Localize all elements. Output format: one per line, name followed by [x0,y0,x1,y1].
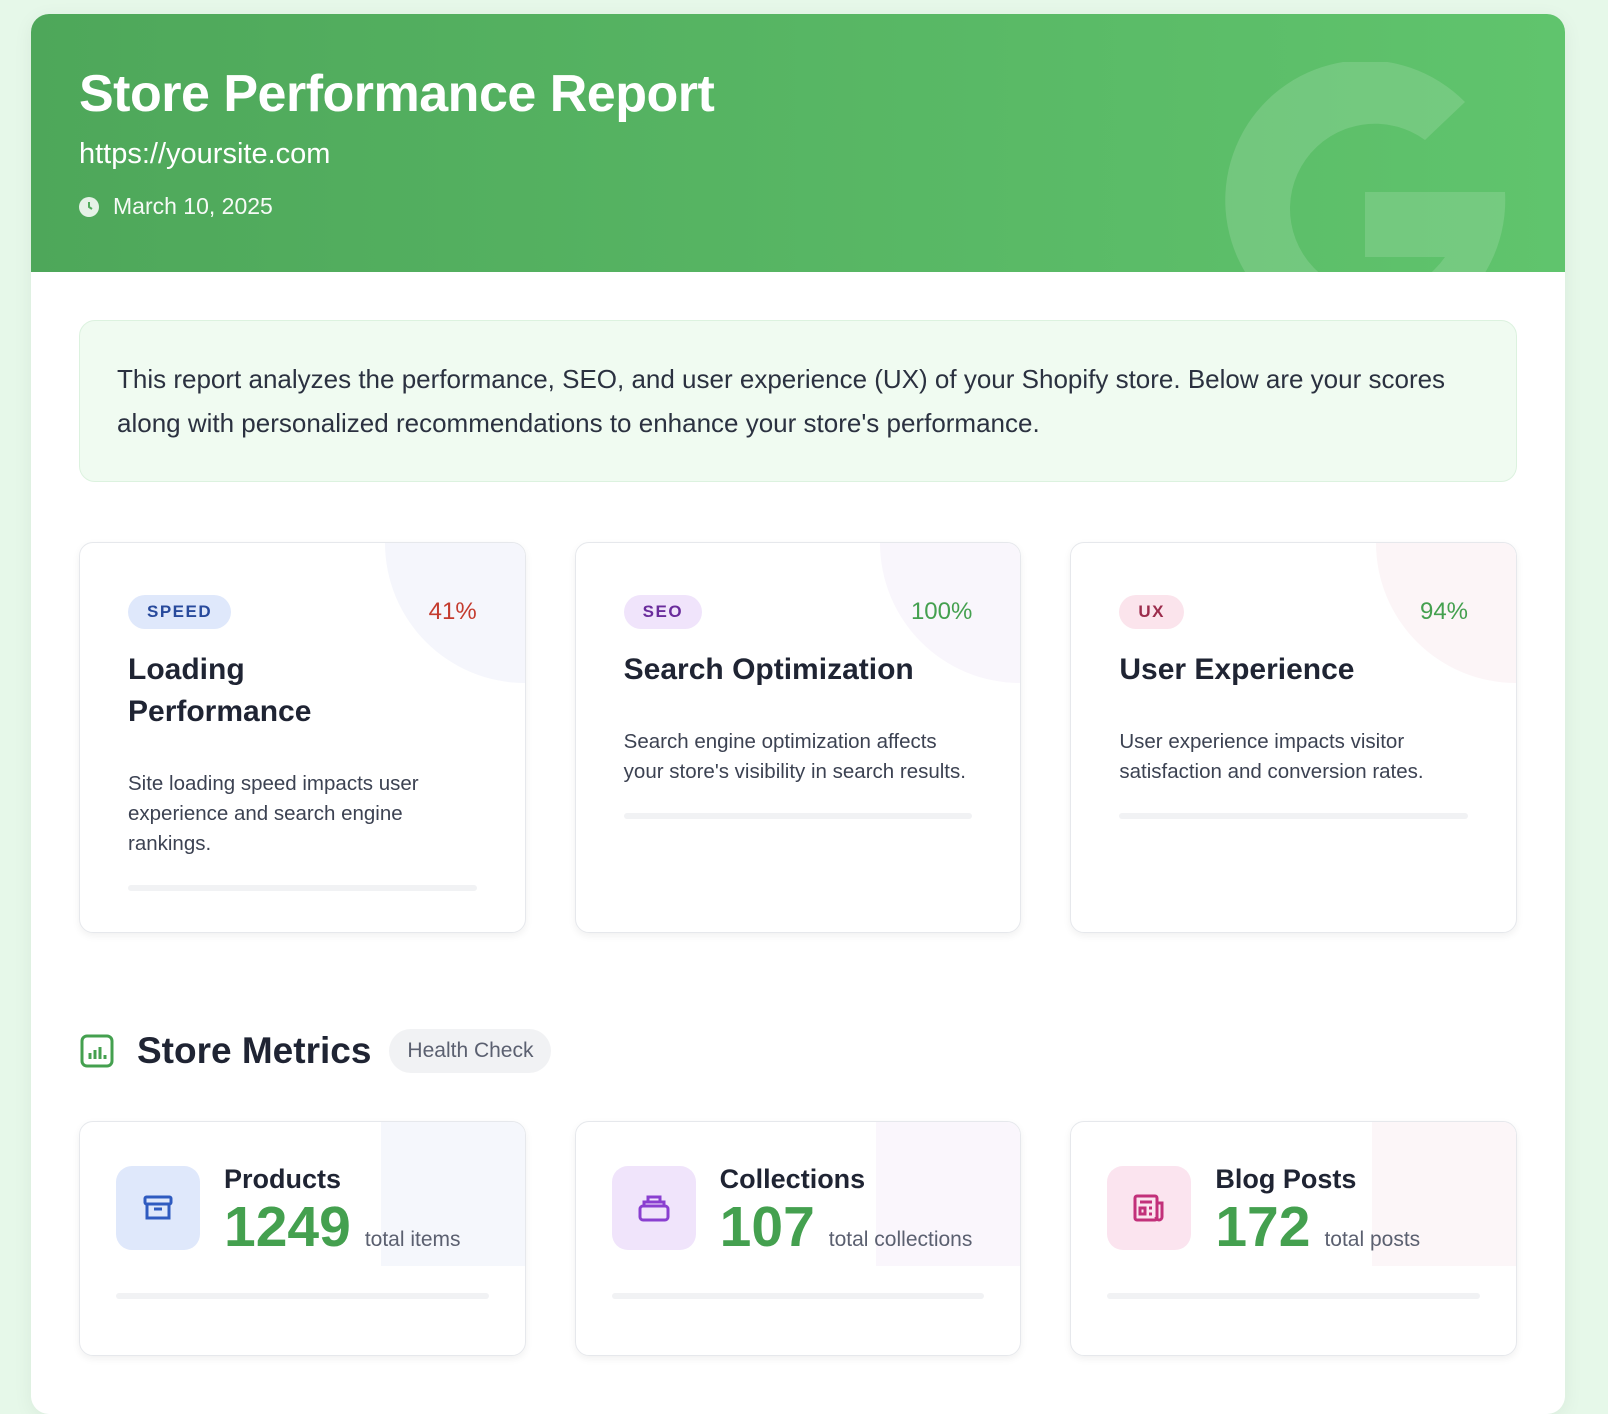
metric-label: Blog Posts [1215,1164,1357,1194]
logo-watermark [1225,62,1506,272]
progress-track [623,813,973,819]
title: Store Performance Report [79,65,715,123]
stack-icon [638,1195,670,1222]
metric-value: 172 [1215,1195,1311,1259]
score-card: SPEED 41% Loading Performance Site loadi… [79,542,526,933]
description: Search engine optimization affects your … [623,730,966,783]
icon [1107,1166,1192,1250]
metric-card: Products 1249 total items [79,1121,526,1356]
description: Site loading speed impacts user experien… [128,772,419,855]
metric-top: Collections 107 total collections [611,1164,985,1259]
page: Store Performance Report {"header": {"ti… [31,14,1565,1414]
tag: SEO [623,595,703,629]
icon [116,1166,200,1250]
metric-text: Blog Posts 172 total posts [1215,1164,1421,1259]
progress-track [1107,1293,1481,1299]
body: Store Performance Report https://yoursit… [31,14,1565,1414]
metric-unit: total posts [1324,1228,1421,1251]
score-card: SEO 100% Search Optimization Search engi… [574,542,1022,933]
badge: Health Check [389,1029,552,1073]
metric-label: Collections [719,1164,866,1194]
progress-track [116,1293,489,1299]
score: 100% [910,598,973,625]
metric-cards: Products 1249 total items Collections 107… [79,1121,1518,1356]
tag: SPEED [128,595,232,629]
score: 41% [428,598,477,625]
progress-track [1119,813,1469,819]
decoration [876,1122,1021,1266]
archive-icon [143,1195,173,1220]
metric-value: 1249 [224,1195,351,1259]
card-title: User Experience [1119,653,1355,686]
news-icon [1133,1194,1164,1222]
metric-value-row: 172 total posts [1215,1195,1421,1259]
metric-value: 107 [719,1195,815,1259]
card-title: Search Optimization [623,653,914,686]
description: User experience impacts visitor satisfac… [1119,730,1424,783]
tag: UX [1119,595,1184,629]
decoration [380,1122,525,1266]
header: Store Performance Report https://yoursit… [31,14,1565,272]
metric-text: Products 1249 total items [224,1164,461,1259]
section-title: Store Metrics [137,1030,372,1071]
decoration [1372,1122,1517,1266]
card-top: UX 94% [1119,595,1468,629]
score: 94% [1419,598,1469,625]
metric-value-row: 1249 total items [224,1195,461,1259]
metric-label: Products [224,1164,342,1194]
card-title: Loading Performance [128,653,312,728]
score-cards: SPEED 41% Loading Performance Site loadi… [79,542,1518,933]
icon [611,1166,696,1250]
metric-top: Products 1249 total items [116,1164,489,1259]
report: Store Performance Report https://yoursit… [31,14,1565,1414]
card-top: SPEED 41% [128,595,477,629]
metric-unit: total items [364,1228,461,1251]
metric-text: Collections 107 total collections [719,1164,973,1259]
metric-unit: total collections [828,1228,973,1251]
chart-icon [80,1034,114,1068]
metric-top: Blog Posts 172 total posts [1107,1164,1480,1259]
metric-card: Blog Posts 172 total posts [1070,1121,1518,1356]
score-card: UX 94% User Experience User experience i… [1070,542,1518,933]
date: March 10, 2025 [113,193,273,219]
date-row: March 10, 2025 [79,193,1517,220]
progress-track [611,1293,985,1299]
intro: This report analyzes the performance, SE… [79,320,1517,482]
card-top: SEO 100% [623,595,973,629]
metric-card: Collections 107 total collections [574,1121,1022,1356]
metric-value-row: 107 total collections [719,1195,973,1259]
url: https://yoursite.com [79,138,331,170]
clock-icon [79,196,99,217]
progress-track [128,885,477,891]
section-header: Store Metrics Health Check [79,1029,1517,1073]
